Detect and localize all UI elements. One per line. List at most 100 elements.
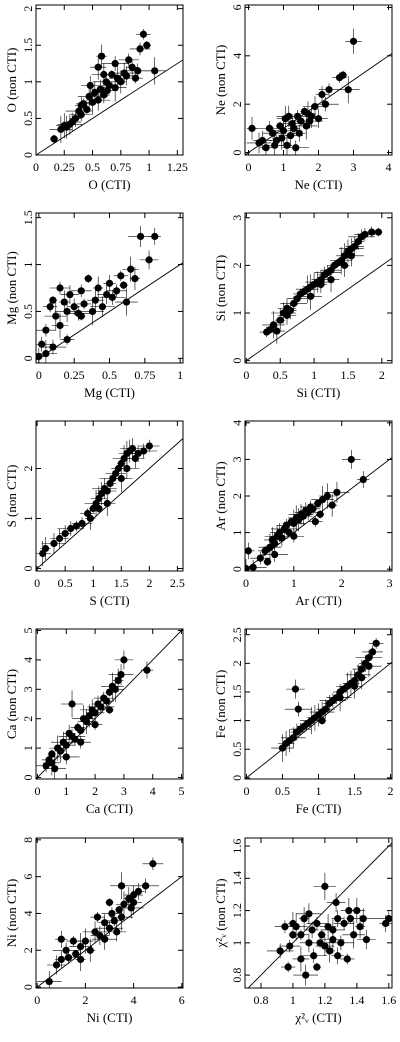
point-marker (308, 926, 316, 934)
diagonal-line (36, 629, 183, 779)
point-marker (334, 952, 342, 960)
data-point (340, 897, 358, 924)
point-marker (136, 232, 145, 241)
x-tick-label: 0 (243, 368, 249, 382)
data-point (362, 645, 383, 659)
x-tick-label: 0.5 (102, 368, 117, 382)
point-marker (131, 74, 140, 82)
point-marker (125, 56, 133, 64)
panel-s: 0 0.5 1 1.5 2 2.5 0 1 2 S (CTI) S (non CTI) (4, 420, 185, 608)
point-marker (98, 303, 107, 311)
point-marker (368, 228, 376, 236)
y-tick-label: 2 (230, 262, 244, 268)
point-marker (349, 37, 358, 45)
point-marker (110, 917, 118, 925)
data-point (36, 540, 51, 567)
y-tick-label: 0 (21, 775, 35, 781)
data-point (282, 140, 310, 155)
y-tick-label: 3 (230, 215, 244, 221)
x-tick-label: 2 (379, 368, 385, 382)
data-point (316, 510, 325, 519)
data-point (96, 920, 123, 936)
data-point (319, 483, 336, 509)
y-tick-label: 0.5 (21, 304, 35, 319)
y-tick-label: 2 (21, 466, 35, 472)
point-marker (145, 256, 153, 264)
point-marker (46, 303, 54, 311)
data-point (60, 285, 80, 305)
point-marker (93, 913, 102, 921)
x-tick-label: 1 (316, 784, 322, 798)
data-point (265, 135, 285, 155)
data-point (93, 276, 104, 300)
point-marker (295, 129, 303, 137)
data-point (36, 323, 57, 337)
y-tick-label: 0 (230, 775, 244, 781)
data-point (114, 458, 140, 479)
data-point (296, 903, 322, 925)
data-point (89, 81, 100, 105)
data-point (67, 298, 81, 316)
data-point (262, 311, 285, 339)
point-marker (340, 919, 348, 928)
x-tick-label: 1.4 (349, 993, 364, 1007)
point-marker (105, 924, 114, 932)
plot-area (36, 225, 183, 363)
point-marker (69, 937, 77, 945)
data-point (293, 964, 319, 986)
point-marker (313, 919, 321, 928)
data-point (49, 281, 71, 295)
point-marker (128, 444, 137, 453)
plot-area (36, 857, 183, 988)
point-marker (76, 955, 85, 964)
x-tick-label: 0 (243, 784, 249, 798)
point-marker (350, 931, 358, 939)
point-marker (347, 252, 355, 260)
point-marker (62, 741, 70, 749)
y-tick-label: 4 (230, 53, 244, 59)
diagonal-line (247, 842, 392, 988)
data-point (84, 274, 93, 283)
data-point (148, 228, 161, 245)
point-marker (86, 81, 94, 90)
x-tick-label: 2 (339, 576, 345, 590)
point-marker (111, 685, 119, 693)
axes-frame (35, 4, 184, 156)
y-tick-label: 0 (21, 984, 35, 990)
y-tick-label: 1 (230, 310, 244, 316)
data-point (296, 113, 324, 129)
data-point (59, 525, 72, 542)
point-marker (103, 499, 111, 508)
data-point (87, 287, 104, 313)
point-marker (359, 915, 367, 923)
point-marker (105, 279, 114, 287)
data-point (356, 666, 367, 690)
point-marker (318, 717, 326, 725)
axes-frame (244, 4, 393, 156)
x-tick-label: 1 (90, 576, 96, 590)
point-marker (62, 753, 70, 761)
point-marker (318, 90, 326, 99)
plot-area (245, 638, 392, 779)
data-point (300, 948, 328, 964)
data-point (48, 295, 58, 305)
data-point (305, 503, 321, 515)
x-tick-label: 5 (179, 784, 185, 798)
y-tick-label: 1 (21, 79, 35, 85)
point-marker (122, 72, 131, 80)
y-tick-label: 8 (21, 837, 35, 843)
data-point (118, 53, 140, 67)
data-point (98, 290, 126, 305)
point-marker (85, 712, 93, 720)
axes-frame (35, 420, 184, 572)
panel-ca: 0 1 2 3 4 5 0 1 2 3 4 5 Ca (CTI) Ca (non CTI) (4, 627, 185, 816)
data-point (132, 878, 160, 894)
point-marker (72, 522, 80, 530)
plot-area (245, 226, 392, 363)
point-marker (103, 290, 111, 299)
point-marker (82, 718, 91, 726)
point-marker (142, 882, 150, 890)
y-tick-label: 1 (230, 530, 244, 536)
point-marker (284, 963, 292, 971)
y-tick-label: 0 (230, 566, 244, 572)
